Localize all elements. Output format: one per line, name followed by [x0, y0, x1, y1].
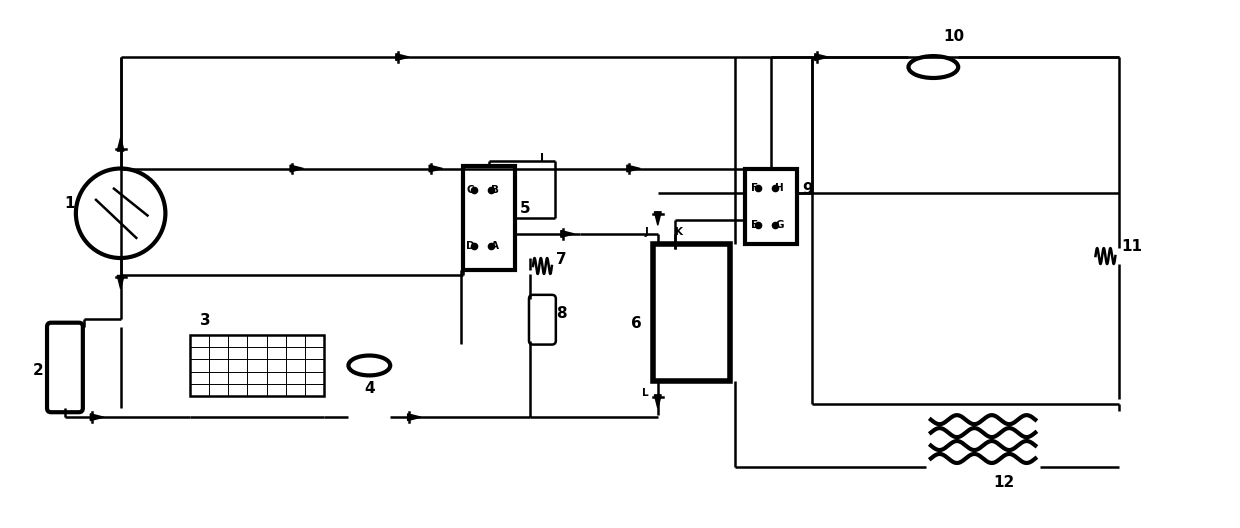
Text: 2: 2 — [33, 363, 43, 379]
Polygon shape — [429, 165, 443, 172]
Bar — [652, 244, 730, 381]
Polygon shape — [560, 231, 574, 237]
Text: H: H — [775, 183, 784, 193]
Text: L: L — [642, 388, 649, 398]
Text: 10: 10 — [944, 29, 965, 44]
Polygon shape — [118, 276, 124, 289]
Polygon shape — [290, 165, 304, 172]
Text: D: D — [465, 241, 474, 251]
Text: 4: 4 — [365, 381, 374, 397]
Text: 8: 8 — [557, 306, 567, 320]
Polygon shape — [408, 414, 422, 421]
Text: B: B — [491, 185, 500, 195]
Bar — [745, 169, 797, 243]
FancyBboxPatch shape — [529, 295, 556, 345]
Text: 12: 12 — [993, 475, 1014, 490]
Text: 9: 9 — [802, 182, 812, 197]
Text: 11: 11 — [1121, 239, 1142, 254]
Polygon shape — [627, 165, 640, 172]
Text: 6: 6 — [631, 316, 641, 331]
Text: 3: 3 — [200, 313, 211, 328]
Bar — [190, 335, 324, 397]
Text: F: F — [751, 183, 759, 193]
Text: 1: 1 — [64, 196, 74, 211]
Text: G: G — [775, 220, 784, 230]
Polygon shape — [118, 138, 124, 151]
Text: J: J — [645, 227, 649, 237]
Polygon shape — [91, 414, 104, 421]
Ellipse shape — [909, 56, 959, 78]
Text: I: I — [541, 153, 544, 163]
Text: K: K — [675, 227, 683, 237]
Text: 7: 7 — [557, 252, 567, 267]
Polygon shape — [396, 54, 409, 61]
Polygon shape — [815, 54, 828, 61]
Bar — [463, 166, 515, 270]
Text: C: C — [466, 185, 474, 195]
Text: 5: 5 — [520, 201, 531, 216]
Polygon shape — [655, 212, 661, 225]
Polygon shape — [655, 395, 661, 408]
Text: A: A — [491, 241, 500, 251]
Ellipse shape — [348, 355, 391, 375]
Text: E: E — [751, 220, 759, 230]
FancyBboxPatch shape — [47, 323, 83, 412]
